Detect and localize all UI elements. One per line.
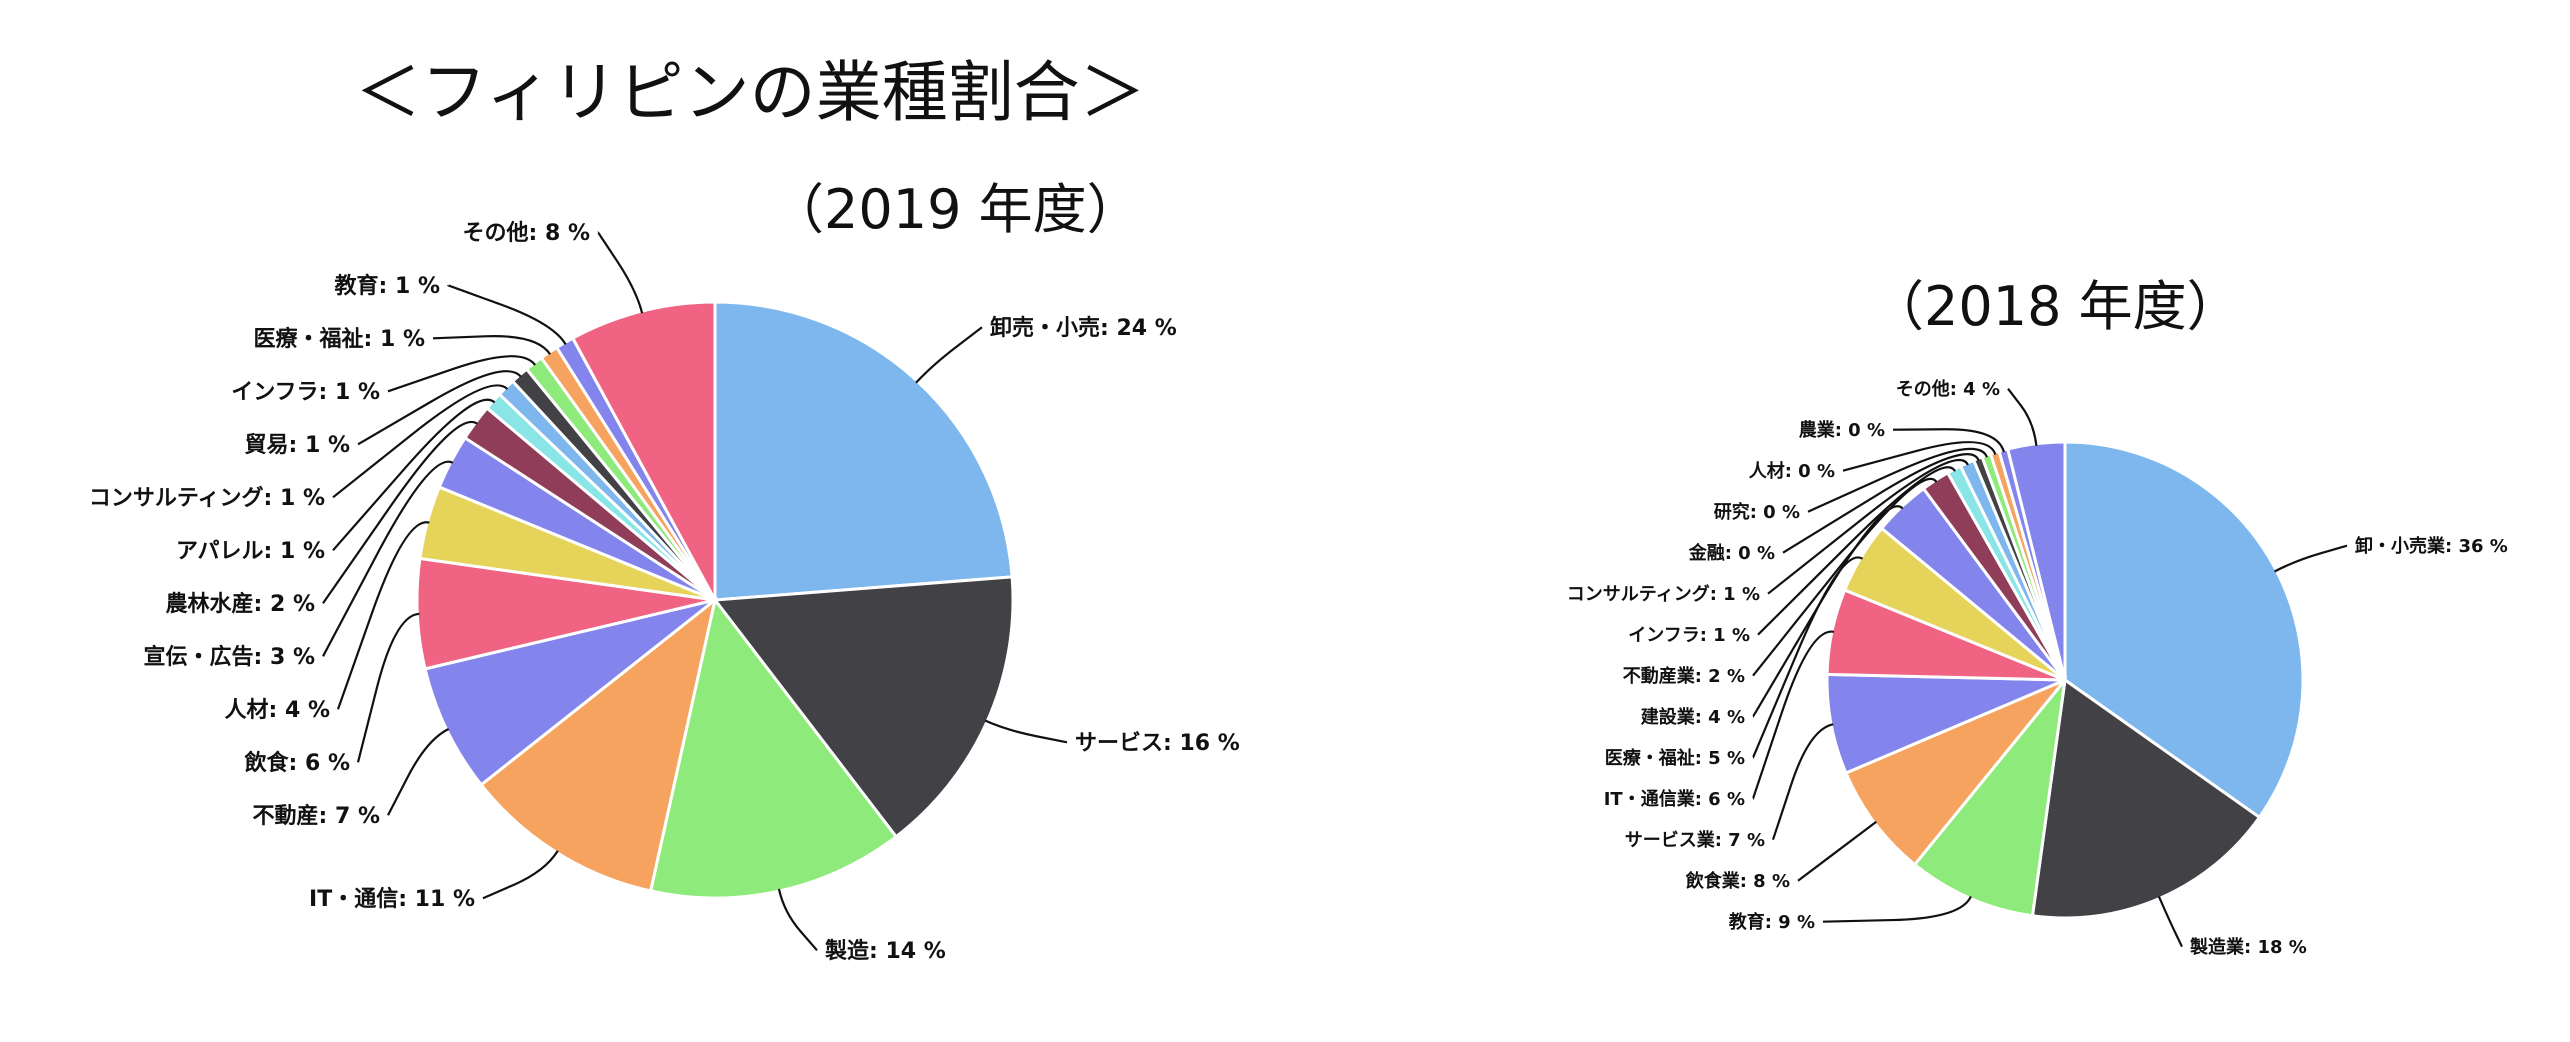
leader-line [332, 398, 496, 552]
leader-line [915, 326, 983, 384]
slice-label: インフラ: 1 % [231, 380, 380, 405]
slice-label: コンサルティング: 1 % [1567, 583, 1760, 605]
slice-label: 研究: 0 % [1714, 501, 1800, 523]
leader-line [777, 888, 818, 952]
slice-label: 人材: 0 % [1749, 460, 1835, 482]
chart-2019-title: （2019 年度） [770, 178, 1141, 241]
slice-label: 教育: 1 % [335, 273, 440, 299]
slice-label: 医療・福祉: 5 % [1605, 747, 1745, 769]
slice-label: 教育: 9 % [1729, 911, 1815, 933]
leader-line [597, 231, 644, 314]
pie-chart-2019: 卸売・小売: 24 % サービス: 16 % 製造: 14 % その他: 8 % 教育:… [89, 221, 1240, 964]
slice-label: 宣伝・広告: 3 % [144, 644, 315, 670]
slice-label: 製造業: 18 % [2189, 936, 2307, 958]
leader-line [1751, 630, 1835, 800]
slice-label: 不動産: 7 % [253, 803, 380, 829]
slice-label: 農林水産: 2 % [166, 591, 315, 617]
slice-label: 医療・福祉: 1 % [254, 326, 425, 352]
leader-line [1807, 447, 1988, 513]
leader-line [432, 335, 551, 355]
slice-label: サービス業: 7 % [1625, 829, 1765, 851]
leader-line [322, 460, 454, 657]
leader-line [356, 612, 420, 763]
leader-line [1767, 458, 1969, 595]
slice-label: その他: 8 % [463, 221, 590, 246]
slice-label: 卸売・小売: 24 % [990, 315, 1177, 341]
slice-label: IT・通信業: 6 % [1604, 788, 1745, 810]
slice-label: 卸・小売業: 36 % [2355, 535, 2508, 557]
slice-label: 製造: 14 % [824, 938, 946, 964]
slice-label: 農業: 0 % [1799, 419, 1885, 441]
slice-label: コンサルティング: 1 % [89, 485, 325, 511]
slice-label: 飲食: 6 % [244, 750, 350, 776]
leader-line [1782, 453, 1980, 554]
slice-label: 不動産業: 2 % [1623, 665, 1745, 687]
leader-line [1822, 895, 1972, 923]
slice-label: インフラ: 1 % [1628, 625, 1750, 646]
pie-slice-2019-0 [713, 300, 1014, 602]
main-title: ＜フィリピンの業種割合＞ [355, 54, 1146, 131]
slice-label: サービス: 16 % [1075, 731, 1240, 756]
slice-label: IT・通信: 11 % [309, 886, 475, 912]
slice-label: 貿易: 1 % [245, 433, 350, 458]
leader-line [322, 421, 478, 604]
leader-line [2157, 896, 2183, 948]
pie-chart-2018: 卸・小売業: 36 % 製造業: 18 % その他: 4 % 農業: 0 % 人材: 0… [1567, 378, 2508, 958]
slice-label: 建設業: 4 % [1641, 706, 1745, 728]
leader-line [332, 384, 509, 499]
leader-line [447, 284, 567, 346]
slice-label: アパレル: 1 % [176, 539, 325, 564]
slice-label: 人材: 4 % [225, 698, 330, 723]
leader-line [387, 728, 450, 816]
slice-label: 金融: 0 % [1688, 542, 1775, 564]
leader-line [357, 370, 522, 446]
leader-line [984, 719, 1068, 744]
leader-line [482, 850, 559, 900]
leader-line [1751, 556, 1864, 759]
slice-label: その他: 4 % [1896, 378, 2000, 400]
chart-2018-title: （2018 年度） [1870, 275, 2241, 338]
leader-line [2007, 387, 2038, 446]
leader-line [387, 355, 536, 393]
leader-line [1797, 820, 1877, 882]
leader-line [1842, 441, 1997, 472]
leader-line [1752, 477, 1938, 677]
leader-line [1892, 428, 2006, 453]
leader-line [2274, 544, 2349, 573]
leader-line [336, 521, 430, 710]
leader-line [1771, 723, 1834, 841]
slice-label: 飲食業: 8 % [1685, 870, 1790, 892]
leader-line [1757, 466, 1957, 636]
